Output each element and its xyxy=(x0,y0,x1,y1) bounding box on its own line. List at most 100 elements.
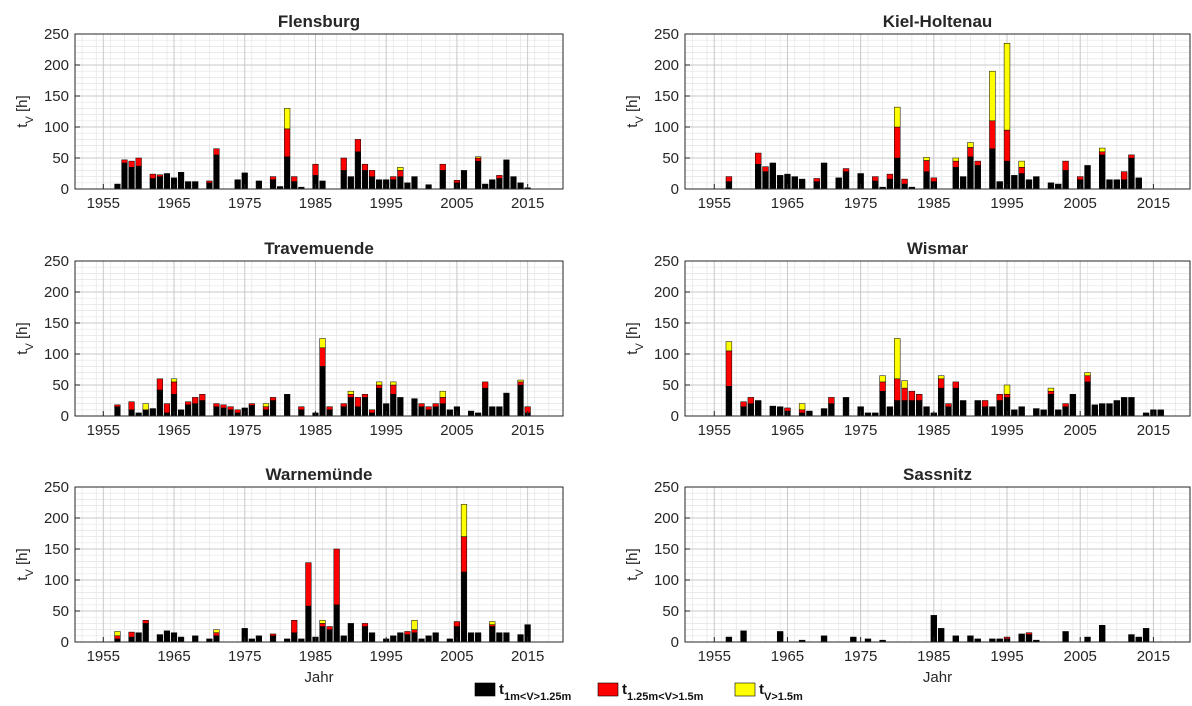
bar-1969 xyxy=(813,178,820,190)
bar-segment-1m-1-25m xyxy=(128,409,135,417)
bar-segment-1m-1-25m xyxy=(347,397,354,417)
y-tick-label: 200 xyxy=(654,284,679,301)
bar-segment-1m-1-25m xyxy=(284,394,291,417)
bar-1960 xyxy=(135,157,142,190)
x-tick-label: 1985 xyxy=(299,648,332,665)
bar-segment-1m-1-25m xyxy=(1135,177,1142,190)
bar-segment-1m-1-25m xyxy=(1062,406,1069,417)
bar-segment-1-25m-1-5m xyxy=(397,170,404,177)
bar-segment-1m-1-25m xyxy=(333,604,340,643)
bar-segment-1-25m-1-5m xyxy=(128,631,135,638)
bar-segment-1-25m-1-5m xyxy=(213,403,220,407)
bar-1977 xyxy=(255,635,262,643)
bar-2008 xyxy=(1098,403,1106,417)
bar-segment-over-1-5m xyxy=(170,378,178,383)
bar-segment-1-25m-1-5m xyxy=(923,160,930,172)
bar-segment-1m-1-25m xyxy=(347,623,354,643)
bar-segment-1m-1-25m xyxy=(1106,403,1113,417)
bar-2011 xyxy=(496,175,503,190)
bar-segment-1m-1-25m xyxy=(397,176,404,190)
panel-sassnitz: 1955 1965 1975 1985 1995 2005 2015 0 50 100 150 200… xyxy=(624,465,1191,686)
bar-1996 xyxy=(1011,175,1018,190)
bar-1971 xyxy=(213,148,220,190)
bar-2011 xyxy=(1120,171,1128,190)
bar-segment-1m-1-25m xyxy=(1113,179,1120,190)
bar-segment-1-25m-1-5m xyxy=(930,177,938,182)
bar-segment-1-25m-1-5m xyxy=(967,147,974,158)
bar-segment-1m-1-25m xyxy=(489,626,496,643)
bar-segment-1m-1-25m xyxy=(213,635,220,643)
bar-segment-1m-1-25m xyxy=(425,184,432,190)
bar-1991 xyxy=(354,139,361,190)
bar-segment-1m-1-25m xyxy=(1055,409,1062,417)
bar-segment-1-25m-1-5m xyxy=(813,178,820,182)
bar-1999 xyxy=(1033,408,1040,417)
bar-segment-1-25m-1-5m xyxy=(901,387,908,401)
bar-segment-1-25m-1-5m xyxy=(411,629,418,633)
bar-2012 xyxy=(1128,154,1135,190)
bar-segment-1m-1-25m xyxy=(996,181,1003,190)
y-tick-label: 0 xyxy=(61,181,69,198)
bar-1991 xyxy=(354,397,361,417)
y-axis-label-unit: [h] xyxy=(14,95,31,116)
legend-entry-main: t xyxy=(499,681,504,698)
bar-segment-over-1-5m xyxy=(262,403,270,407)
x-tick-label: 1995 xyxy=(990,422,1023,439)
x-tick-label: 1975 xyxy=(228,648,261,665)
bar-1962 xyxy=(762,166,769,190)
bar-1992 xyxy=(981,400,989,417)
bar-1997 xyxy=(397,167,404,190)
x-tick-label: 2015 xyxy=(511,195,544,212)
bar-segment-1-25m-1-5m xyxy=(361,163,369,171)
bar-segment-1m-1-25m xyxy=(361,626,369,643)
bar-segment-1m-1-25m xyxy=(791,176,798,190)
plot-area xyxy=(75,261,563,416)
bar-1988 xyxy=(952,381,959,417)
bar-segment-1-25m-1-5m xyxy=(996,394,1003,401)
bar-segment-over-1-5m xyxy=(894,338,901,380)
x-tick-label: 1995 xyxy=(370,422,403,439)
bar-segment-1m-1-25m xyxy=(376,179,383,190)
bar-segment-1m-1-25m xyxy=(1091,404,1099,417)
bar-segment-1m-1-25m xyxy=(425,635,432,643)
bar-2009 xyxy=(482,381,489,417)
bar-segment-1-25m-1-5m xyxy=(916,394,923,401)
bar-segment-1m-1-25m xyxy=(163,173,171,190)
bar-1972 xyxy=(835,177,842,190)
y-axis-label-subscript: V xyxy=(634,343,646,351)
x-tick-label: 2015 xyxy=(1137,195,1170,212)
bar-1981 xyxy=(284,108,291,190)
bar-segment-1-25m-1-5m xyxy=(269,176,277,180)
bar-segment-1m-1-25m xyxy=(185,404,192,417)
bar-2004 xyxy=(1069,394,1077,417)
bar-2011 xyxy=(1120,397,1128,417)
bar-segment-over-1-5m xyxy=(901,380,908,389)
bar-1963 xyxy=(769,162,777,190)
bar-segment-1m-1-25m xyxy=(517,182,524,190)
bar-segment-1m-1-25m xyxy=(762,171,769,190)
bar-segment-1-25m-1-5m xyxy=(755,152,762,165)
bar-2013 xyxy=(1135,636,1142,643)
bar-segment-1m-1-25m xyxy=(475,160,482,190)
bar-segment-1m-1-25m xyxy=(135,632,142,643)
bar-segment-1m-1-25m xyxy=(467,632,475,643)
bar-segment-1-25m-1-5m xyxy=(1062,160,1069,171)
bar-segment-1m-1-25m xyxy=(879,390,886,417)
bar-segment-1m-1-25m xyxy=(798,178,806,190)
bar-segment-1-25m-1-5m xyxy=(952,381,959,389)
bar-segment-1-25m-1-5m xyxy=(269,397,277,401)
bar-segment-1-25m-1-5m xyxy=(725,176,733,182)
bar-segment-1m-1-25m xyxy=(1018,406,1025,417)
bar-segment-1-25m-1-5m xyxy=(798,409,806,414)
panel-title: Travemuende xyxy=(264,239,374,258)
bar-segment-1-25m-1-5m xyxy=(368,170,376,177)
bar-segment-1m-1-25m xyxy=(340,170,347,190)
bar-1994 xyxy=(376,179,383,190)
bar-segment-1-25m-1-5m xyxy=(784,407,791,412)
bar-segment-1m-1-25m xyxy=(128,636,135,643)
y-axis-label-subscript: V xyxy=(24,569,36,577)
bar-1979 xyxy=(886,173,894,190)
bar-1957 xyxy=(725,341,733,417)
bar-2003 xyxy=(439,390,446,417)
y-tick-label: 0 xyxy=(671,408,679,425)
